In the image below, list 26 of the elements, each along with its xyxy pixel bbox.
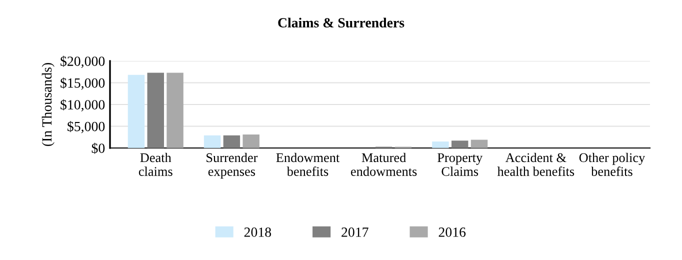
y-tick-label: $5,000	[68, 121, 105, 134]
x-tick-label: Matured endowments	[350, 152, 417, 176]
x-tick-label: Accident & health benefits	[497, 152, 574, 176]
y-tick-label: $0	[92, 142, 105, 154]
y-tick-label: $15,000	[60, 78, 105, 90]
x-tick-label: Death claims	[138, 152, 172, 176]
chart-title: Claims & Surrenders	[278, 18, 404, 28]
legend-label: 2016	[438, 228, 466, 237]
legend-label: 2017	[342, 228, 368, 237]
bar	[470, 140, 488, 148]
x-tick-label: Other policy benefits	[579, 152, 646, 176]
bar	[128, 74, 145, 148]
bar	[204, 135, 221, 148]
legend-label: 2018	[244, 228, 272, 237]
bar	[147, 72, 164, 148]
bar	[242, 134, 260, 148]
bar	[432, 141, 449, 148]
bar	[451, 140, 468, 148]
x-tick-label: Property Claims	[438, 153, 483, 176]
y-axis-title: (In Thousands)	[42, 62, 54, 146]
y-tick-label: $10,000	[60, 99, 105, 112]
y-tick-label: $20,000	[60, 56, 105, 68]
bar	[223, 135, 240, 148]
bar	[166, 72, 184, 148]
x-tick-label: Endowment benefits	[276, 152, 340, 176]
x-tick-label: Surrender expenses	[206, 152, 258, 179]
